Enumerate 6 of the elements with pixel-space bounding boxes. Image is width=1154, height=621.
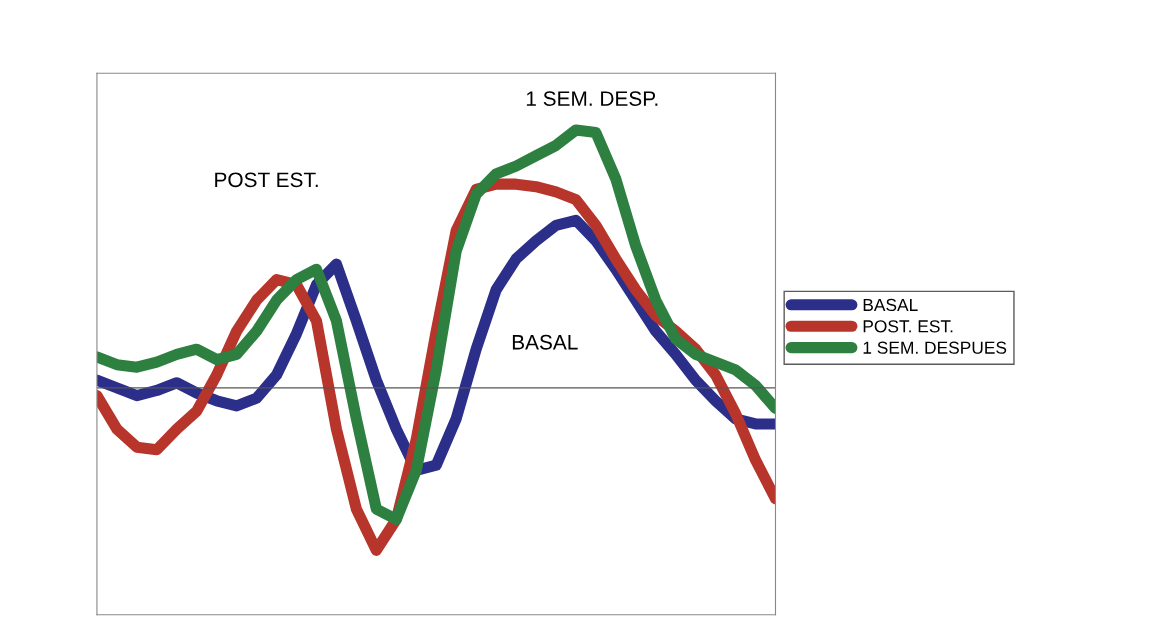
annotation: POST EST. (215, 172, 318, 188)
legend-label: BASAL (863, 298, 918, 312)
annotation: BASAL (512, 334, 578, 350)
legend-label: 1 SEM. DESPUES (863, 341, 1007, 354)
text: 1 SEM. DESP. (526, 91, 658, 106)
legend-label: POST. EST. (863, 320, 953, 333)
